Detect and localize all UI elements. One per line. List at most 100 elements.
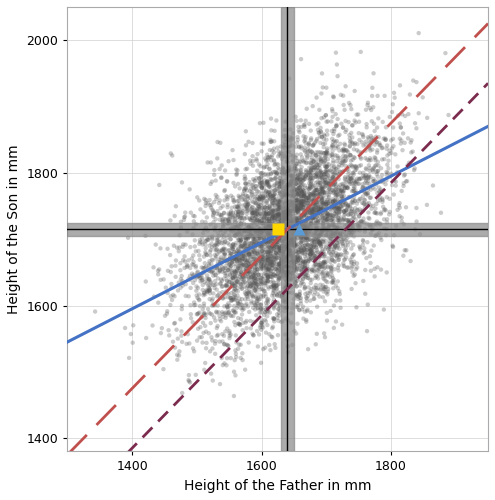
Point	[304, 206, 312, 214]
Point	[198, 234, 206, 242]
Point	[317, 242, 325, 250]
Point	[176, 231, 184, 239]
Point	[294, 220, 301, 228]
Point	[264, 244, 272, 252]
Point	[311, 211, 319, 219]
Point	[316, 188, 324, 196]
Point	[285, 226, 293, 234]
Point	[272, 284, 280, 292]
Point	[288, 172, 296, 179]
Point	[409, 76, 417, 84]
Point	[313, 170, 321, 177]
Point	[303, 307, 311, 315]
Point	[379, 196, 387, 204]
Point	[379, 118, 387, 126]
Point	[260, 260, 268, 268]
Point	[205, 275, 213, 283]
Point	[287, 176, 295, 184]
Point	[185, 378, 193, 386]
Point	[347, 156, 355, 164]
Point	[275, 214, 283, 222]
Point	[285, 206, 293, 214]
Point	[264, 256, 272, 264]
Point	[201, 290, 209, 298]
Point	[258, 212, 266, 220]
Point	[303, 246, 311, 254]
Point	[256, 250, 264, 258]
Point	[223, 282, 231, 290]
Point	[315, 205, 323, 213]
Point	[264, 298, 272, 306]
Point	[254, 251, 262, 259]
Point	[281, 191, 289, 199]
Point	[329, 141, 337, 149]
Point	[339, 202, 347, 209]
Point	[287, 250, 295, 258]
Point	[311, 252, 319, 260]
Point	[199, 306, 207, 314]
Point	[266, 182, 274, 190]
Point	[274, 317, 282, 325]
Point	[323, 211, 331, 219]
Point	[258, 172, 266, 180]
Point	[259, 252, 267, 260]
Point	[192, 371, 200, 379]
Point	[309, 161, 317, 169]
Point	[306, 235, 314, 243]
Point	[233, 278, 241, 286]
Point	[303, 251, 311, 259]
Point	[249, 218, 257, 226]
Point	[258, 320, 266, 328]
Point	[200, 366, 208, 374]
Point	[262, 305, 270, 313]
Point	[298, 188, 306, 196]
Point	[231, 270, 239, 278]
Point	[224, 201, 232, 209]
Point	[322, 201, 330, 209]
Point	[206, 202, 214, 209]
Point	[297, 158, 304, 166]
Point	[257, 280, 265, 287]
Point	[218, 236, 226, 244]
Point	[281, 181, 289, 189]
Point	[360, 200, 368, 208]
Point	[247, 160, 254, 168]
Point	[361, 188, 369, 196]
Point	[261, 258, 269, 266]
Point	[274, 202, 282, 209]
Point	[325, 232, 333, 240]
Point	[289, 272, 297, 280]
Point	[225, 215, 233, 223]
Point	[246, 242, 254, 250]
Point	[256, 215, 264, 223]
Point	[338, 192, 346, 200]
Point	[297, 188, 305, 196]
Point	[176, 266, 184, 274]
Point	[307, 228, 315, 235]
Point	[281, 210, 289, 218]
Point	[337, 198, 345, 206]
Point	[351, 204, 359, 212]
Point	[300, 211, 308, 219]
Point	[321, 264, 329, 272]
Y-axis label: Height of the Son in mm: Height of the Son in mm	[7, 144, 21, 314]
Point	[209, 211, 217, 219]
Point	[378, 171, 386, 179]
Point	[264, 308, 272, 316]
Point	[292, 261, 299, 269]
Point	[276, 242, 284, 250]
Point	[217, 174, 225, 182]
Point	[249, 282, 257, 290]
Point	[330, 182, 338, 190]
Point	[320, 194, 328, 202]
Point	[301, 192, 309, 200]
Point	[277, 244, 285, 252]
Point	[269, 242, 277, 250]
Point	[297, 230, 305, 238]
Point	[328, 150, 336, 158]
Point	[333, 142, 341, 150]
Point	[235, 246, 243, 254]
Point	[254, 200, 262, 208]
Point	[332, 249, 340, 257]
Point	[304, 145, 312, 153]
